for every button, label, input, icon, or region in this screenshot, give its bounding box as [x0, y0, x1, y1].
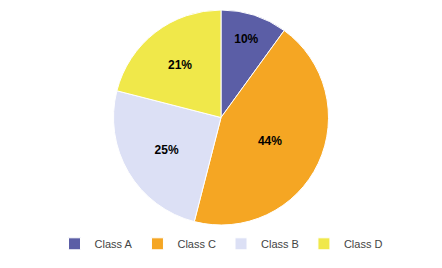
svg-text:Class A: Class A	[95, 238, 133, 250]
svg-text:44%: 44%	[258, 134, 282, 148]
svg-text:10%: 10%	[234, 32, 258, 46]
svg-text:21%: 21%	[168, 58, 192, 72]
svg-text:25%: 25%	[155, 143, 179, 157]
svg-text:Class D: Class D	[344, 238, 383, 250]
svg-text:Class C: Class C	[177, 238, 216, 250]
svg-text:Class B: Class B	[261, 238, 299, 250]
